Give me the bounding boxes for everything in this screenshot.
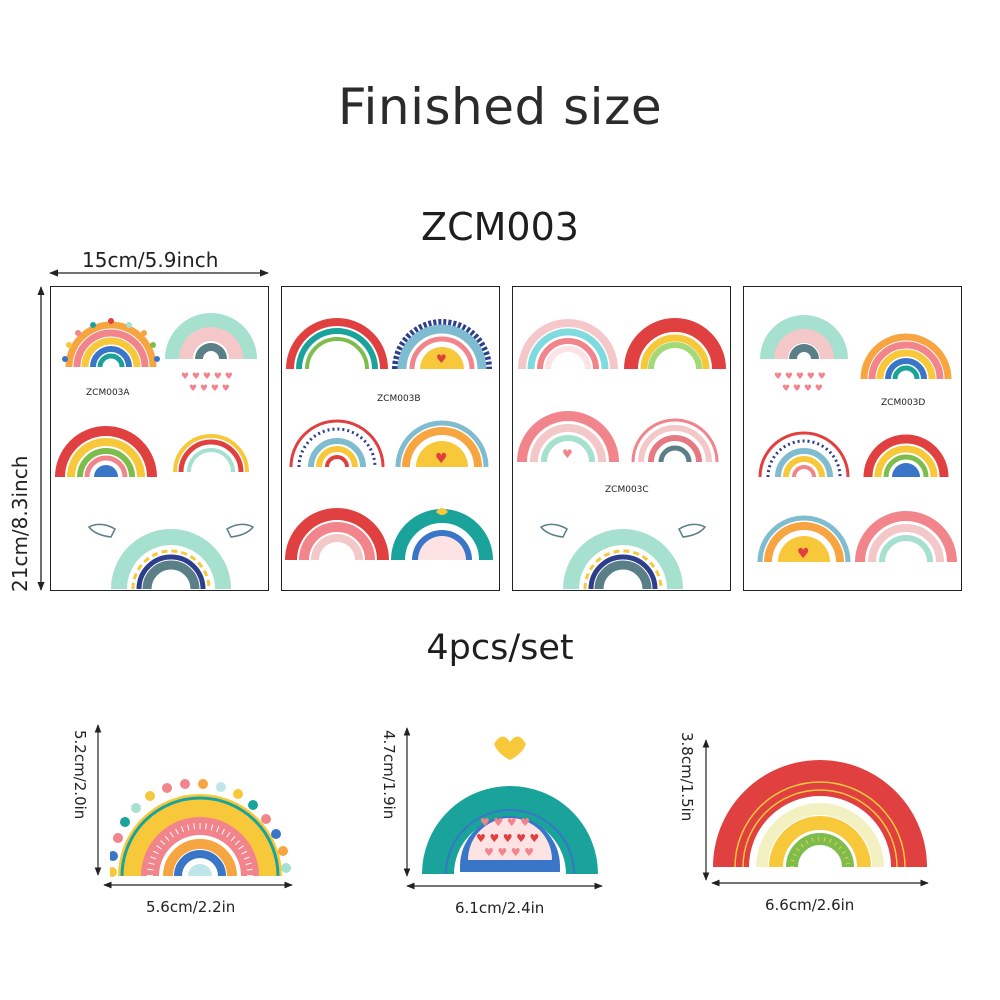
- piece-3-width-label: 6.6cm/2.6in: [765, 896, 855, 914]
- page-title: Finished size: [337, 78, 663, 136]
- piece-2-height-label: 4.7cm/1.9in: [380, 730, 398, 819]
- sheet-d: ♥ ♥ ♥ ♥ ♥ ♥ ♥ ♥ ♥ ♥: [743, 286, 962, 591]
- sheet-d-artwork: ♥ ♥ ♥ ♥ ♥ ♥ ♥ ♥ ♥ ♥: [757, 315, 957, 563]
- sheet-b-code: ZCM003B: [377, 394, 421, 404]
- sheet-d-code: ZCM003D: [881, 398, 926, 408]
- piece-3-height-label: 3.8cm/1.5in: [678, 732, 696, 821]
- sheet-height-label: 21cm/8.3inch: [8, 456, 32, 592]
- svg-text:♥: ♥: [562, 447, 573, 461]
- product-code: ZCM003: [421, 205, 579, 249]
- sheet-height-text: 21cm/8.3inch: [8, 455, 32, 592]
- sheet-a-code: ZCM003A: [86, 388, 130, 398]
- svg-text:♥ ♥ ♥ ♥: ♥ ♥ ♥ ♥: [189, 384, 230, 394]
- svg-text:♥ ♥ ♥ ♥: ♥ ♥ ♥ ♥: [782, 384, 823, 394]
- sheet-b-artwork: ♥ ♥: [285, 318, 493, 561]
- piece-2-height-text: 4.7cm/1.9in: [380, 730, 398, 820]
- set-count-label: 4pcs/set: [426, 628, 574, 668]
- svg-text:♥: ♥: [436, 352, 447, 366]
- svg-text:♥: ♥: [435, 451, 448, 467]
- piece-1-width-label: 5.6cm/2.2in: [146, 898, 236, 916]
- sheet-a: ♥ ♥ ♥ ♥ ♥ ♥ ♥ ♥ ♥ ZCM003A: [50, 286, 269, 591]
- svg-text:♥ ♥ ♥ ♥: ♥ ♥ ♥ ♥: [480, 816, 530, 829]
- piece-1-height-label: 5.2cm/2.0in: [71, 730, 89, 819]
- svg-text:♥: ♥: [797, 546, 810, 562]
- svg-text:♥ ♥ ♥ ♥ ♥: ♥ ♥ ♥ ♥ ♥: [476, 832, 539, 845]
- piece-rainbow-hearts: ♥ ♥ ♥ ♥ ♥ ♥ ♥ ♥ ♥ ♥ ♥ ♥ ♥: [422, 736, 598, 875]
- piece-rainbow-red: [713, 760, 927, 868]
- svg-text:♥ ♥ ♥ ♥: ♥ ♥ ♥ ♥: [484, 846, 534, 859]
- piece-3-height-text: 3.8cm/1.5in: [678, 732, 696, 822]
- sheet-c-code: ZCM003C: [605, 485, 649, 495]
- sheet-c-artwork: ♥: [517, 318, 726, 590]
- svg-text:♥ ♥ ♥ ♥ ♥: ♥ ♥ ♥ ♥ ♥: [774, 372, 826, 382]
- sheet-b: ♥ ♥ ZCM003B: [281, 286, 500, 591]
- sheet-width-label: 15cm/5.9inch: [82, 248, 219, 272]
- piece-rainbow-dots: [110, 779, 291, 877]
- sheet-c: ♥ ZCM003C: [512, 286, 731, 591]
- sheet-a-artwork: ♥ ♥ ♥ ♥ ♥ ♥ ♥ ♥ ♥: [55, 313, 257, 590]
- piece-2-width-label: 6.1cm/2.4in: [455, 899, 545, 917]
- piece-1-height-text: 5.2cm/2.0in: [71, 730, 89, 820]
- svg-text:♥ ♥ ♥ ♥ ♥: ♥ ♥ ♥ ♥ ♥: [181, 372, 233, 382]
